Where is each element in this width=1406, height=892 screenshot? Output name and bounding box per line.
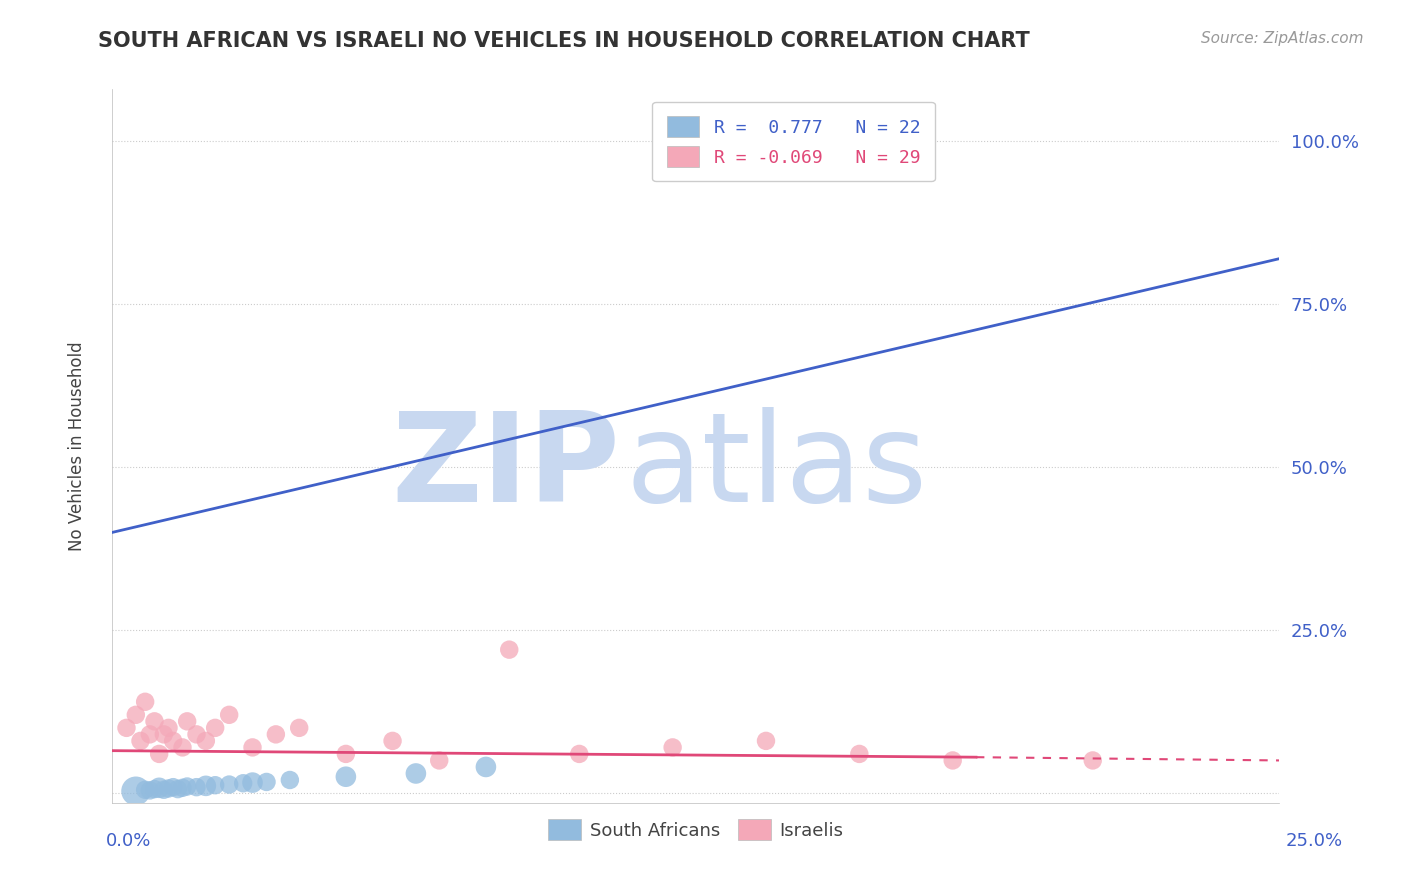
Point xyxy=(405,766,427,780)
Point xyxy=(186,727,208,741)
Text: SOUTH AFRICAN VS ISRAELI NO VEHICLES IN HOUSEHOLD CORRELATION CHART: SOUTH AFRICAN VS ISRAELI NO VEHICLES IN … xyxy=(98,31,1031,51)
Point xyxy=(125,784,148,798)
Point xyxy=(778,134,800,148)
Point xyxy=(381,734,404,748)
Point xyxy=(125,707,148,722)
Point xyxy=(218,778,240,792)
Point xyxy=(475,760,498,774)
Point xyxy=(427,754,450,768)
Point xyxy=(148,780,170,795)
Point xyxy=(204,721,226,735)
Point xyxy=(176,780,198,794)
Point xyxy=(568,747,591,761)
Point xyxy=(278,772,301,787)
Point xyxy=(162,734,184,748)
Point xyxy=(1081,754,1104,768)
Point xyxy=(162,780,184,794)
Point xyxy=(153,782,176,797)
Point xyxy=(134,782,156,797)
Point xyxy=(242,740,264,755)
Text: Source: ZipAtlas.com: Source: ZipAtlas.com xyxy=(1201,31,1364,46)
Point xyxy=(157,781,180,796)
Point xyxy=(115,721,138,735)
Text: 25.0%: 25.0% xyxy=(1285,831,1343,849)
Point xyxy=(157,721,180,735)
Point xyxy=(256,775,278,789)
Point xyxy=(288,721,311,735)
Point xyxy=(172,740,194,755)
Point xyxy=(143,714,166,729)
Point xyxy=(194,779,217,793)
Text: 0.0%: 0.0% xyxy=(105,831,150,849)
Point xyxy=(242,775,264,789)
Point xyxy=(166,782,188,797)
Point xyxy=(264,727,287,741)
Point xyxy=(148,747,170,761)
Point xyxy=(204,778,226,792)
Text: atlas: atlas xyxy=(626,407,928,528)
Text: ZIP: ZIP xyxy=(391,407,620,528)
Point xyxy=(755,734,778,748)
Point xyxy=(194,734,217,748)
Point xyxy=(129,734,152,748)
Point xyxy=(848,747,870,761)
Legend: South Africans, Israelis: South Africans, Israelis xyxy=(541,812,851,847)
Point xyxy=(176,714,198,729)
Point xyxy=(134,695,156,709)
Point xyxy=(143,782,166,797)
Point xyxy=(186,780,208,794)
Point xyxy=(153,727,176,741)
Text: No Vehicles in Household: No Vehicles in Household xyxy=(69,341,86,551)
Point xyxy=(139,783,162,797)
Point xyxy=(232,776,254,790)
Point xyxy=(218,707,240,722)
Point xyxy=(335,770,357,784)
Point xyxy=(335,747,357,761)
Point xyxy=(942,754,965,768)
Point xyxy=(661,740,683,755)
Point xyxy=(139,727,162,741)
Point xyxy=(498,642,520,657)
Point xyxy=(172,780,194,795)
